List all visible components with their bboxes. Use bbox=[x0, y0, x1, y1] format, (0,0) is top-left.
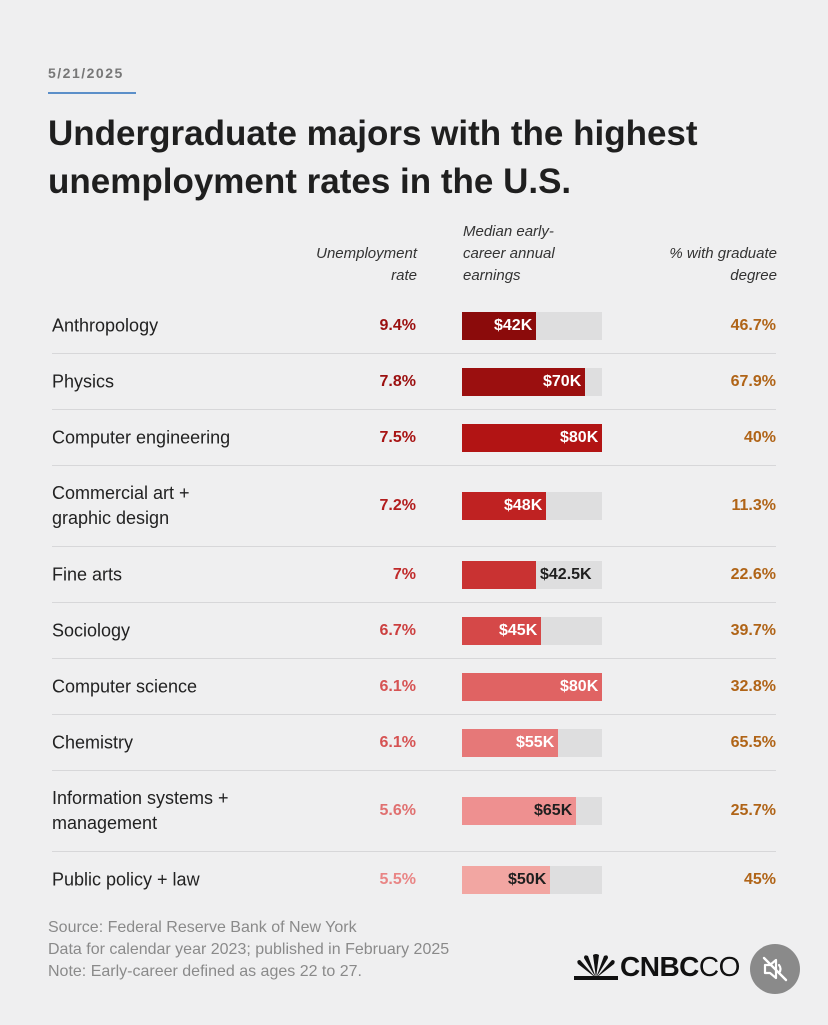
earnings-bar-track: $65K bbox=[462, 797, 602, 825]
major-label: Physics bbox=[52, 371, 115, 391]
unemployment-rate-value: 6.1% bbox=[379, 733, 416, 751]
major-label: Public policy + law bbox=[52, 869, 200, 889]
earnings-bar bbox=[462, 560, 536, 589]
unemployment-rate-value: 5.6% bbox=[379, 802, 416, 819]
earnings-bar bbox=[462, 865, 550, 894]
table-row: Fine arts 7% $42.5K 22.6% bbox=[52, 547, 776, 603]
earnings-bar-track: $55K bbox=[462, 728, 602, 757]
logo-wordmark: CNBC bbox=[620, 951, 699, 982]
earnings-bar bbox=[462, 797, 576, 825]
earnings-bar-track: $48K bbox=[462, 492, 602, 520]
earnings-label: $70K bbox=[543, 372, 582, 390]
column-header-graduate-degree: % with graduate degree bbox=[669, 245, 777, 284]
mute-button[interactable] bbox=[750, 944, 800, 994]
data-note-line: Data for calendar year 2023; published i… bbox=[48, 941, 450, 958]
cnbc-logo: CNBC CO bbox=[572, 950, 752, 984]
earnings-label: $55K bbox=[516, 733, 555, 751]
nbc-peacock-icon bbox=[574, 954, 618, 980]
earnings-bar bbox=[462, 672, 602, 701]
graduate-degree-value: 46.7% bbox=[730, 316, 776, 334]
source-line: Source: Federal Reserve Bank of New York bbox=[48, 919, 357, 936]
graduate-degree-value: 25.7% bbox=[730, 802, 776, 819]
earnings-bar bbox=[462, 492, 546, 520]
table-row: Public policy + law 5.5% $50K 45% bbox=[52, 852, 776, 907]
earnings-bar-track: $80K bbox=[462, 672, 602, 701]
data-table: Anthropology 9.4% $42K 46.7% Physics 7.8% $70K… bbox=[52, 298, 776, 907]
earnings-label: $50K bbox=[508, 870, 547, 888]
unemployment-rate-value: 6.7% bbox=[379, 621, 416, 639]
graduate-degree-value: 39.7% bbox=[730, 621, 776, 639]
unemployment-rate-value: 6.1% bbox=[379, 677, 416, 695]
earnings-label: $45K bbox=[499, 621, 538, 639]
graduate-degree-value: 40% bbox=[743, 428, 776, 446]
earnings-label: $42.5K bbox=[540, 565, 592, 583]
unemployment-rate-value: 7.5% bbox=[379, 428, 416, 446]
earnings-bar bbox=[462, 616, 541, 645]
table-row: Computer science 6.1% $80K 32.8% bbox=[52, 659, 776, 715]
major-label: Commercial art + graphic design bbox=[52, 483, 190, 528]
speaker-muted-icon bbox=[762, 956, 788, 982]
major-label: Information systems + management bbox=[52, 788, 229, 833]
column-header-median-earnings: Median early- career annual earnings bbox=[463, 223, 555, 284]
graduate-degree-value: 32.8% bbox=[730, 677, 776, 695]
table-row: Sociology 6.7% $45K 39.7% bbox=[52, 603, 776, 659]
source-notes: Source: Federal Reserve Bank of New York… bbox=[48, 917, 449, 983]
earnings-label: $48K bbox=[504, 497, 543, 514]
graduate-degree-value: 67.9% bbox=[730, 372, 776, 390]
earnings-bar-track: $50K bbox=[462, 865, 602, 894]
earnings-bar-track: $42.5K bbox=[462, 560, 602, 589]
earnings-bar-track: $70K bbox=[462, 367, 602, 396]
earnings-bar-track: $45K bbox=[462, 616, 602, 645]
date: 5/21/2025 bbox=[48, 65, 124, 81]
major-label: Computer science bbox=[52, 676, 198, 696]
graduate-degree-value: 45% bbox=[743, 870, 776, 888]
major-label: Fine arts bbox=[52, 564, 123, 584]
unemployment-rate-value: 7.8% bbox=[379, 372, 416, 390]
earnings-label: $65K bbox=[534, 802, 573, 819]
earnings-bar bbox=[462, 728, 558, 757]
earnings-label: $80K bbox=[560, 428, 599, 446]
column-header-unemployment-rate: Unemployment rate bbox=[316, 245, 417, 284]
earnings-bar-track: $42K bbox=[462, 311, 602, 340]
major-label: Sociology bbox=[52, 620, 131, 640]
logo-wordmark-clipped: CO bbox=[698, 951, 741, 982]
graduate-degree-value: 22.6% bbox=[730, 565, 776, 583]
earnings-bar bbox=[462, 311, 536, 340]
chart-title: Undergraduate majors with the highest un… bbox=[48, 114, 698, 201]
table-row: Information systems + management 5.6% $65K… bbox=[52, 771, 776, 852]
earnings-bar-track: $80K bbox=[462, 423, 602, 452]
table-row: Physics 7.8% $70K 67.9% bbox=[52, 354, 776, 410]
unemployment-rate-value: 7% bbox=[392, 565, 416, 583]
unemployment-rate-value: 7.2% bbox=[379, 497, 416, 514]
earnings-label: $80K bbox=[560, 677, 599, 695]
date-underline bbox=[48, 92, 136, 94]
definition-note-line: Note: Early-career defined as ages 22 to… bbox=[48, 963, 362, 980]
table-row: Chemistry 6.1% $55K 65.5% bbox=[52, 715, 776, 771]
graduate-degree-value: 65.5% bbox=[730, 733, 776, 751]
major-label: Computer engineering bbox=[52, 427, 231, 447]
unemployment-rate-value: 5.5% bbox=[379, 870, 416, 888]
table-row: Commercial art + graphic design 7.2% $48K 1… bbox=[52, 466, 776, 547]
graduate-degree-value: 11.3% bbox=[731, 497, 776, 514]
major-label: Anthropology bbox=[52, 315, 159, 335]
major-label: Chemistry bbox=[52, 732, 134, 752]
earnings-bar bbox=[462, 423, 602, 452]
earnings-label: $42K bbox=[494, 316, 533, 334]
table-row: Computer engineering 7.5% $80K 40% bbox=[52, 410, 776, 466]
unemployment-rate-value: 9.4% bbox=[379, 316, 416, 334]
earnings-bar bbox=[462, 367, 585, 396]
table-row: Anthropology 9.4% $42K 46.7% bbox=[52, 298, 776, 354]
